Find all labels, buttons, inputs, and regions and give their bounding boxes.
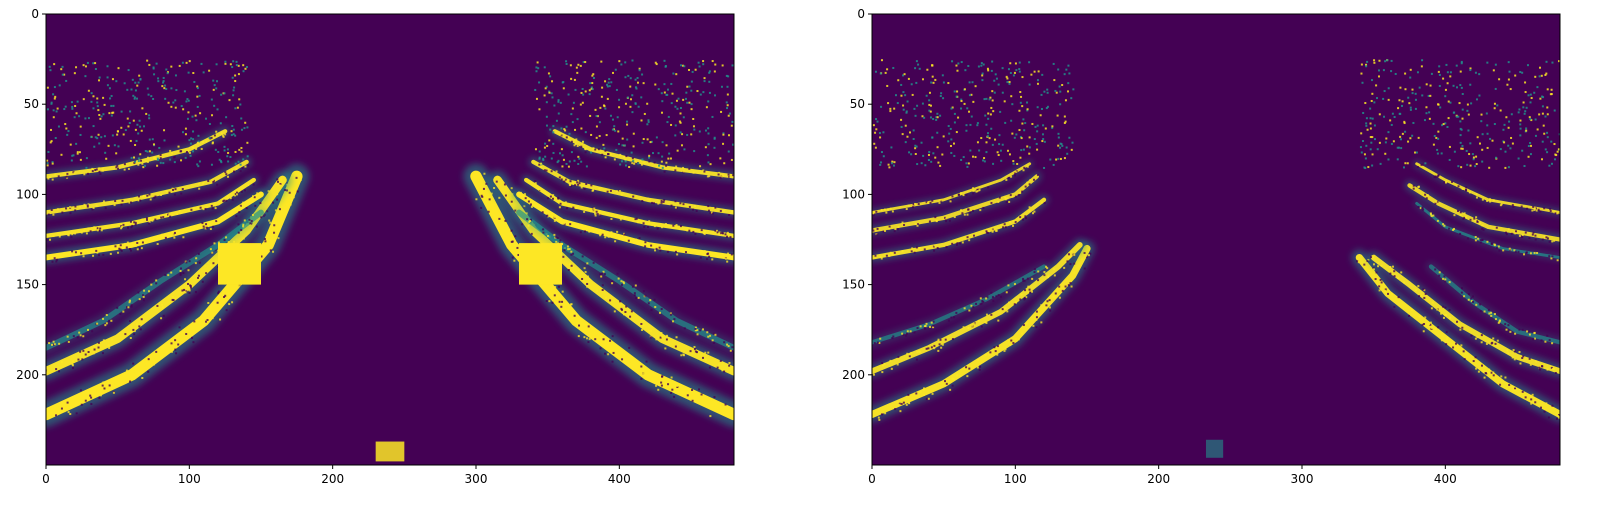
axes-frame	[45, 13, 735, 466]
heatmap-block-15	[519, 243, 562, 285]
x-tick-label: 100	[178, 472, 201, 486]
x-tick-label: 0	[868, 472, 876, 486]
heatmap-stripe-10	[1407, 183, 1560, 242]
y-tick-label: 50	[24, 97, 39, 111]
heatmap-stripe-0	[46, 170, 303, 421]
heatmap-block-12	[1205, 439, 1224, 458]
axes-frame	[871, 13, 1561, 466]
x-tick-label: 300	[1291, 472, 1314, 486]
heatmap-panel-1: 0 100 200 300 400 0 50 100 150 200	[16, 7, 735, 486]
x-tick-label: 300	[465, 472, 488, 486]
y-tick-label: 100	[16, 187, 39, 201]
x-tick-label: 200	[1147, 472, 1170, 486]
heatmap-stripe-3	[470, 170, 734, 421]
heatmap-stripe-10	[516, 191, 734, 261]
heatmap-stripe-3	[1355, 253, 1560, 419]
heatmap-stripe-8	[46, 159, 249, 215]
heatmap-stripe-7	[46, 177, 256, 239]
x-tick-label: 0	[42, 472, 50, 486]
y-tick-label: 0	[31, 7, 39, 21]
heatmap-stripe-13	[552, 129, 734, 179]
heatmap-stripe-4	[1370, 254, 1560, 375]
heatmap-stripe-2	[46, 209, 264, 351]
y-tick-label: 50	[850, 97, 865, 111]
y-tick-label: 150	[842, 278, 865, 292]
x-tick-label: 100	[1004, 472, 1027, 486]
y-tick-label: 200	[842, 368, 865, 382]
x-tick-label: 400	[608, 472, 631, 486]
heatmap-panel-2: 0 100 200 300 400 0 50 100 150 200	[842, 7, 1561, 486]
heatmap-stripe-2	[872, 264, 1047, 345]
heatmap-stripe-5	[1428, 264, 1560, 345]
heatmap-stripe-11	[524, 177, 734, 239]
y-tick-label: 100	[842, 187, 865, 201]
heatmap-stripe-7	[872, 174, 1039, 233]
y-tick-label: 0	[857, 7, 865, 21]
heatmap-block-16	[375, 441, 405, 462]
x-tick-label: 400	[1434, 472, 1457, 486]
x-tick-label: 200	[321, 472, 344, 486]
y-tick-label: 150	[16, 278, 39, 292]
heatmap-block-14	[218, 243, 261, 285]
y-tick-label: 200	[16, 368, 39, 382]
